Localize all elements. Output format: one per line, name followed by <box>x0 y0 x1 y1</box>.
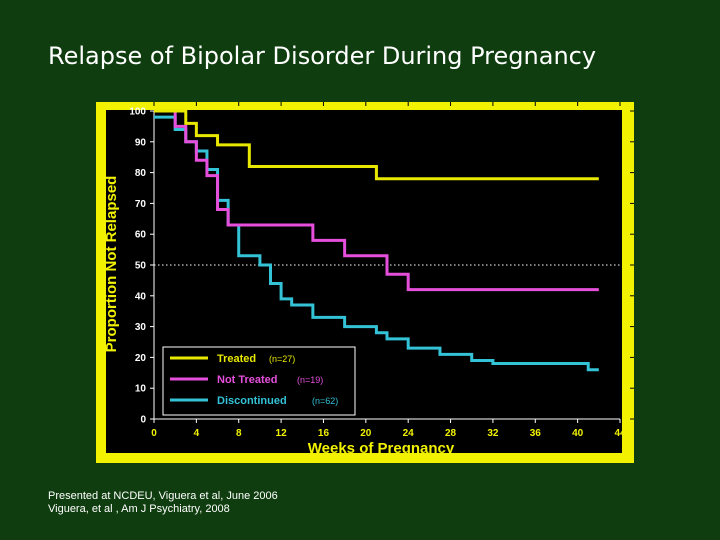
series-line-treated <box>154 109 599 181</box>
legend-n-not-treated: (n=19) <box>297 375 323 385</box>
legend-label-discontinued: Discontinued <box>217 395 287 407</box>
legend-n-discontinued: (n=62) <box>312 396 338 406</box>
x-tick-label: 44 <box>614 428 626 439</box>
y-tick-label: 40 <box>135 291 147 302</box>
legend-label-not-treated: Not Treated <box>217 374 278 386</box>
legend-n-treated: (n=27) <box>269 354 295 364</box>
y-tick-label: 60 <box>135 230 147 241</box>
survival-chart: 0 4 8 12 16 20 24 28 32 36 40 44 0 10 20 30 40 50 60 70 80 9… <box>103 102 634 457</box>
y-tick-label: 30 <box>135 322 147 333</box>
series-lines <box>154 109 599 372</box>
x-tick-label: 20 <box>360 428 372 439</box>
y-tick-labels: 0 10 20 30 40 50 60 70 80 90 100 <box>129 107 154 426</box>
y-tick-label: 90 <box>135 137 147 148</box>
y-tick-label: 70 <box>135 199 147 210</box>
x-axis-label: Weeks of Pregnancy <box>308 440 455 457</box>
x-tick-label: 28 <box>445 428 457 439</box>
legend-label-treated: Treated <box>217 353 256 365</box>
y-tick-label: 10 <box>135 384 147 395</box>
slide-title: Relapse of Bipolar Disorder During Pregn… <box>48 42 597 70</box>
x-tick-label: 4 <box>194 428 200 439</box>
x-tick-label: 8 <box>236 428 242 439</box>
y-tick-label: 80 <box>135 168 147 179</box>
y-axis-label: Proportion Not Relapsed <box>103 176 120 353</box>
x-tick-label: 40 <box>572 428 584 439</box>
x-tick-label: 16 <box>318 428 330 439</box>
y-tick-label: 100 <box>129 107 146 118</box>
frame-ticks <box>153 102 634 420</box>
footnote-line-2: Viguera, et al , Am J Psychiatry, 2008 <box>48 503 230 515</box>
x-tick-label: 0 <box>151 428 157 439</box>
y-tick-label: 0 <box>140 415 146 426</box>
x-tick-label: 32 <box>487 428 499 439</box>
y-tick-label: 20 <box>135 353 147 364</box>
x-tick-labels: 0 4 8 12 16 20 24 28 32 36 40 44 <box>151 419 626 439</box>
x-tick-label: 24 <box>403 428 415 439</box>
series-line-discontinued <box>154 115 599 372</box>
chart-frame: 0 4 8 12 16 20 24 28 32 36 40 44 0 10 20 30 40 50 60 70 80 9… <box>96 102 634 463</box>
x-tick-label: 36 <box>530 428 542 439</box>
footnote: Presented at NCDEU, Viguera et al, June … <box>48 490 278 516</box>
footnote-line-1: Presented at NCDEU, Viguera et al, June … <box>48 490 278 502</box>
x-tick-label: 12 <box>276 428 288 439</box>
y-tick-label: 50 <box>135 261 147 272</box>
legend: Treated (n=27) Not Treated (n=19) Discontinu… <box>162 346 356 416</box>
series-line-not-treated <box>154 109 599 292</box>
